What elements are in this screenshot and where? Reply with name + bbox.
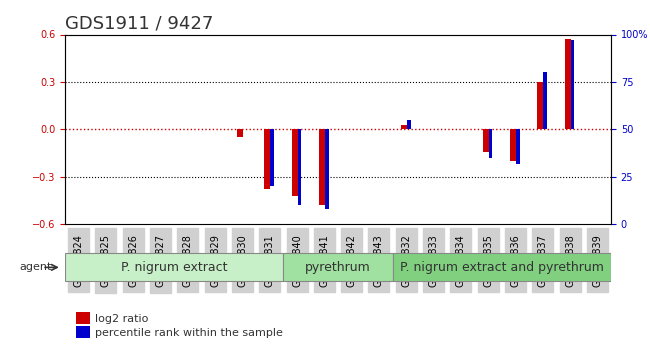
Text: P. nigrum extract: P. nigrum extract <box>121 261 228 274</box>
Text: percentile rank within the sample: percentile rank within the sample <box>95 328 283 338</box>
Bar <box>483 129 489 151</box>
Bar <box>319 129 325 205</box>
Bar <box>543 72 547 129</box>
Text: P. nigrum extract and pyrethrum: P. nigrum extract and pyrethrum <box>400 261 604 274</box>
Bar <box>237 129 243 137</box>
Text: log2 ratio: log2 ratio <box>95 314 148 324</box>
Bar <box>407 120 411 129</box>
Text: agent: agent <box>20 263 52 272</box>
Text: GDS1911 / 9427: GDS1911 / 9427 <box>65 15 213 33</box>
Bar <box>270 129 274 186</box>
Bar <box>538 82 543 129</box>
Bar <box>325 129 329 209</box>
Bar <box>76 312 90 324</box>
Bar <box>401 125 407 129</box>
Bar <box>76 326 90 338</box>
Bar <box>516 129 520 164</box>
Bar <box>292 129 298 196</box>
FancyBboxPatch shape <box>283 253 393 282</box>
Bar <box>298 129 302 205</box>
Bar <box>565 39 571 129</box>
FancyBboxPatch shape <box>393 253 611 282</box>
Bar <box>571 40 575 129</box>
Text: pyrethrum: pyrethrum <box>305 261 371 274</box>
Bar <box>489 129 493 158</box>
Bar <box>265 129 270 189</box>
FancyBboxPatch shape <box>65 253 283 282</box>
Bar <box>510 129 516 161</box>
